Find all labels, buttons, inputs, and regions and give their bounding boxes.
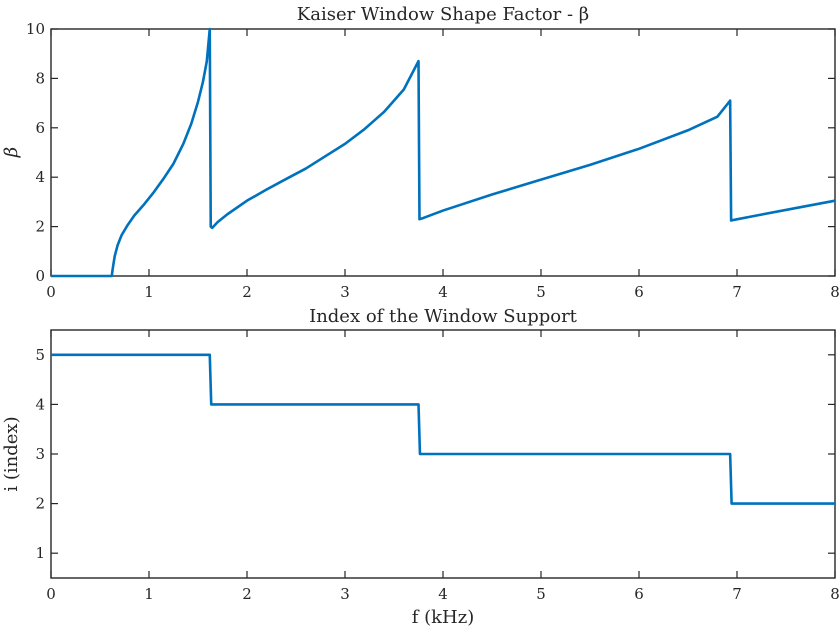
x-tick-label: 8 — [830, 283, 840, 301]
x-tick-label: 3 — [340, 585, 350, 603]
x-tick-label: 2 — [242, 283, 252, 301]
series-line-0 — [51, 353, 835, 505]
y-tick-label: 4 — [35, 168, 45, 186]
y-tick-label: 2 — [35, 495, 45, 513]
x-tick-label: 5 — [536, 283, 546, 301]
y-tick-label: 0 — [35, 267, 45, 285]
y-tick-label: 3 — [35, 445, 45, 463]
y-tick-label: 10 — [26, 20, 45, 38]
y-tick-label: 8 — [35, 69, 45, 87]
x-tick-label: 5 — [536, 585, 546, 603]
series-line-0 — [51, 27, 836, 278]
x-tick-label: 6 — [634, 585, 644, 603]
y-axis-label: i (index) — [1, 416, 22, 491]
x-axis: 0 1 2 3 4 5 6 7 8 — [46, 330, 840, 603]
x-tick-label: 7 — [732, 585, 742, 603]
x-tick-label: 4 — [438, 283, 448, 301]
x-tick-label: 0 — [46, 585, 56, 603]
x-tick-label: 1 — [144, 585, 154, 603]
y-axis: 0 2 4 6 8 10 — [26, 20, 835, 285]
x-axis: 0 1 2 3 4 5 6 7 8 — [46, 29, 840, 301]
series-group — [51, 27, 836, 278]
y-tick-label: 2 — [35, 218, 45, 236]
x-tick-label: 0 — [46, 283, 56, 301]
x-tick-label: 1 — [144, 283, 154, 301]
x-tick-label: 2 — [242, 585, 252, 603]
y-tick-label: 4 — [35, 395, 45, 413]
y-axis-label: β — [1, 147, 22, 158]
x-tick-label: 4 — [438, 585, 448, 603]
y-tick-label: 6 — [35, 119, 45, 137]
chart-title: Index of the Window Support — [309, 306, 578, 327]
plot-frame — [50, 28, 836, 277]
x-axis-label: f (kHz) — [412, 607, 475, 628]
chart-kaiser-beta: Kaiser Window Shape Factor - β 0 1 2 3 4 5 6 7 8… — [1, 4, 840, 301]
chart-window-support-index: Index of the Window Support 0 1 2 3 4 5 6 7 8 1 2… — [1, 306, 840, 628]
x-tick-label: 3 — [340, 283, 350, 301]
y-axis: 1 2 3 4 5 — [35, 346, 835, 562]
y-tick-label: 1 — [35, 544, 45, 562]
x-tick-label: 7 — [732, 283, 742, 301]
chart-title: Kaiser Window Shape Factor - β — [297, 4, 589, 25]
x-tick-label: 8 — [830, 585, 840, 603]
x-tick-label: 6 — [634, 283, 644, 301]
series-group — [51, 353, 835, 505]
y-tick-label: 5 — [35, 346, 45, 364]
